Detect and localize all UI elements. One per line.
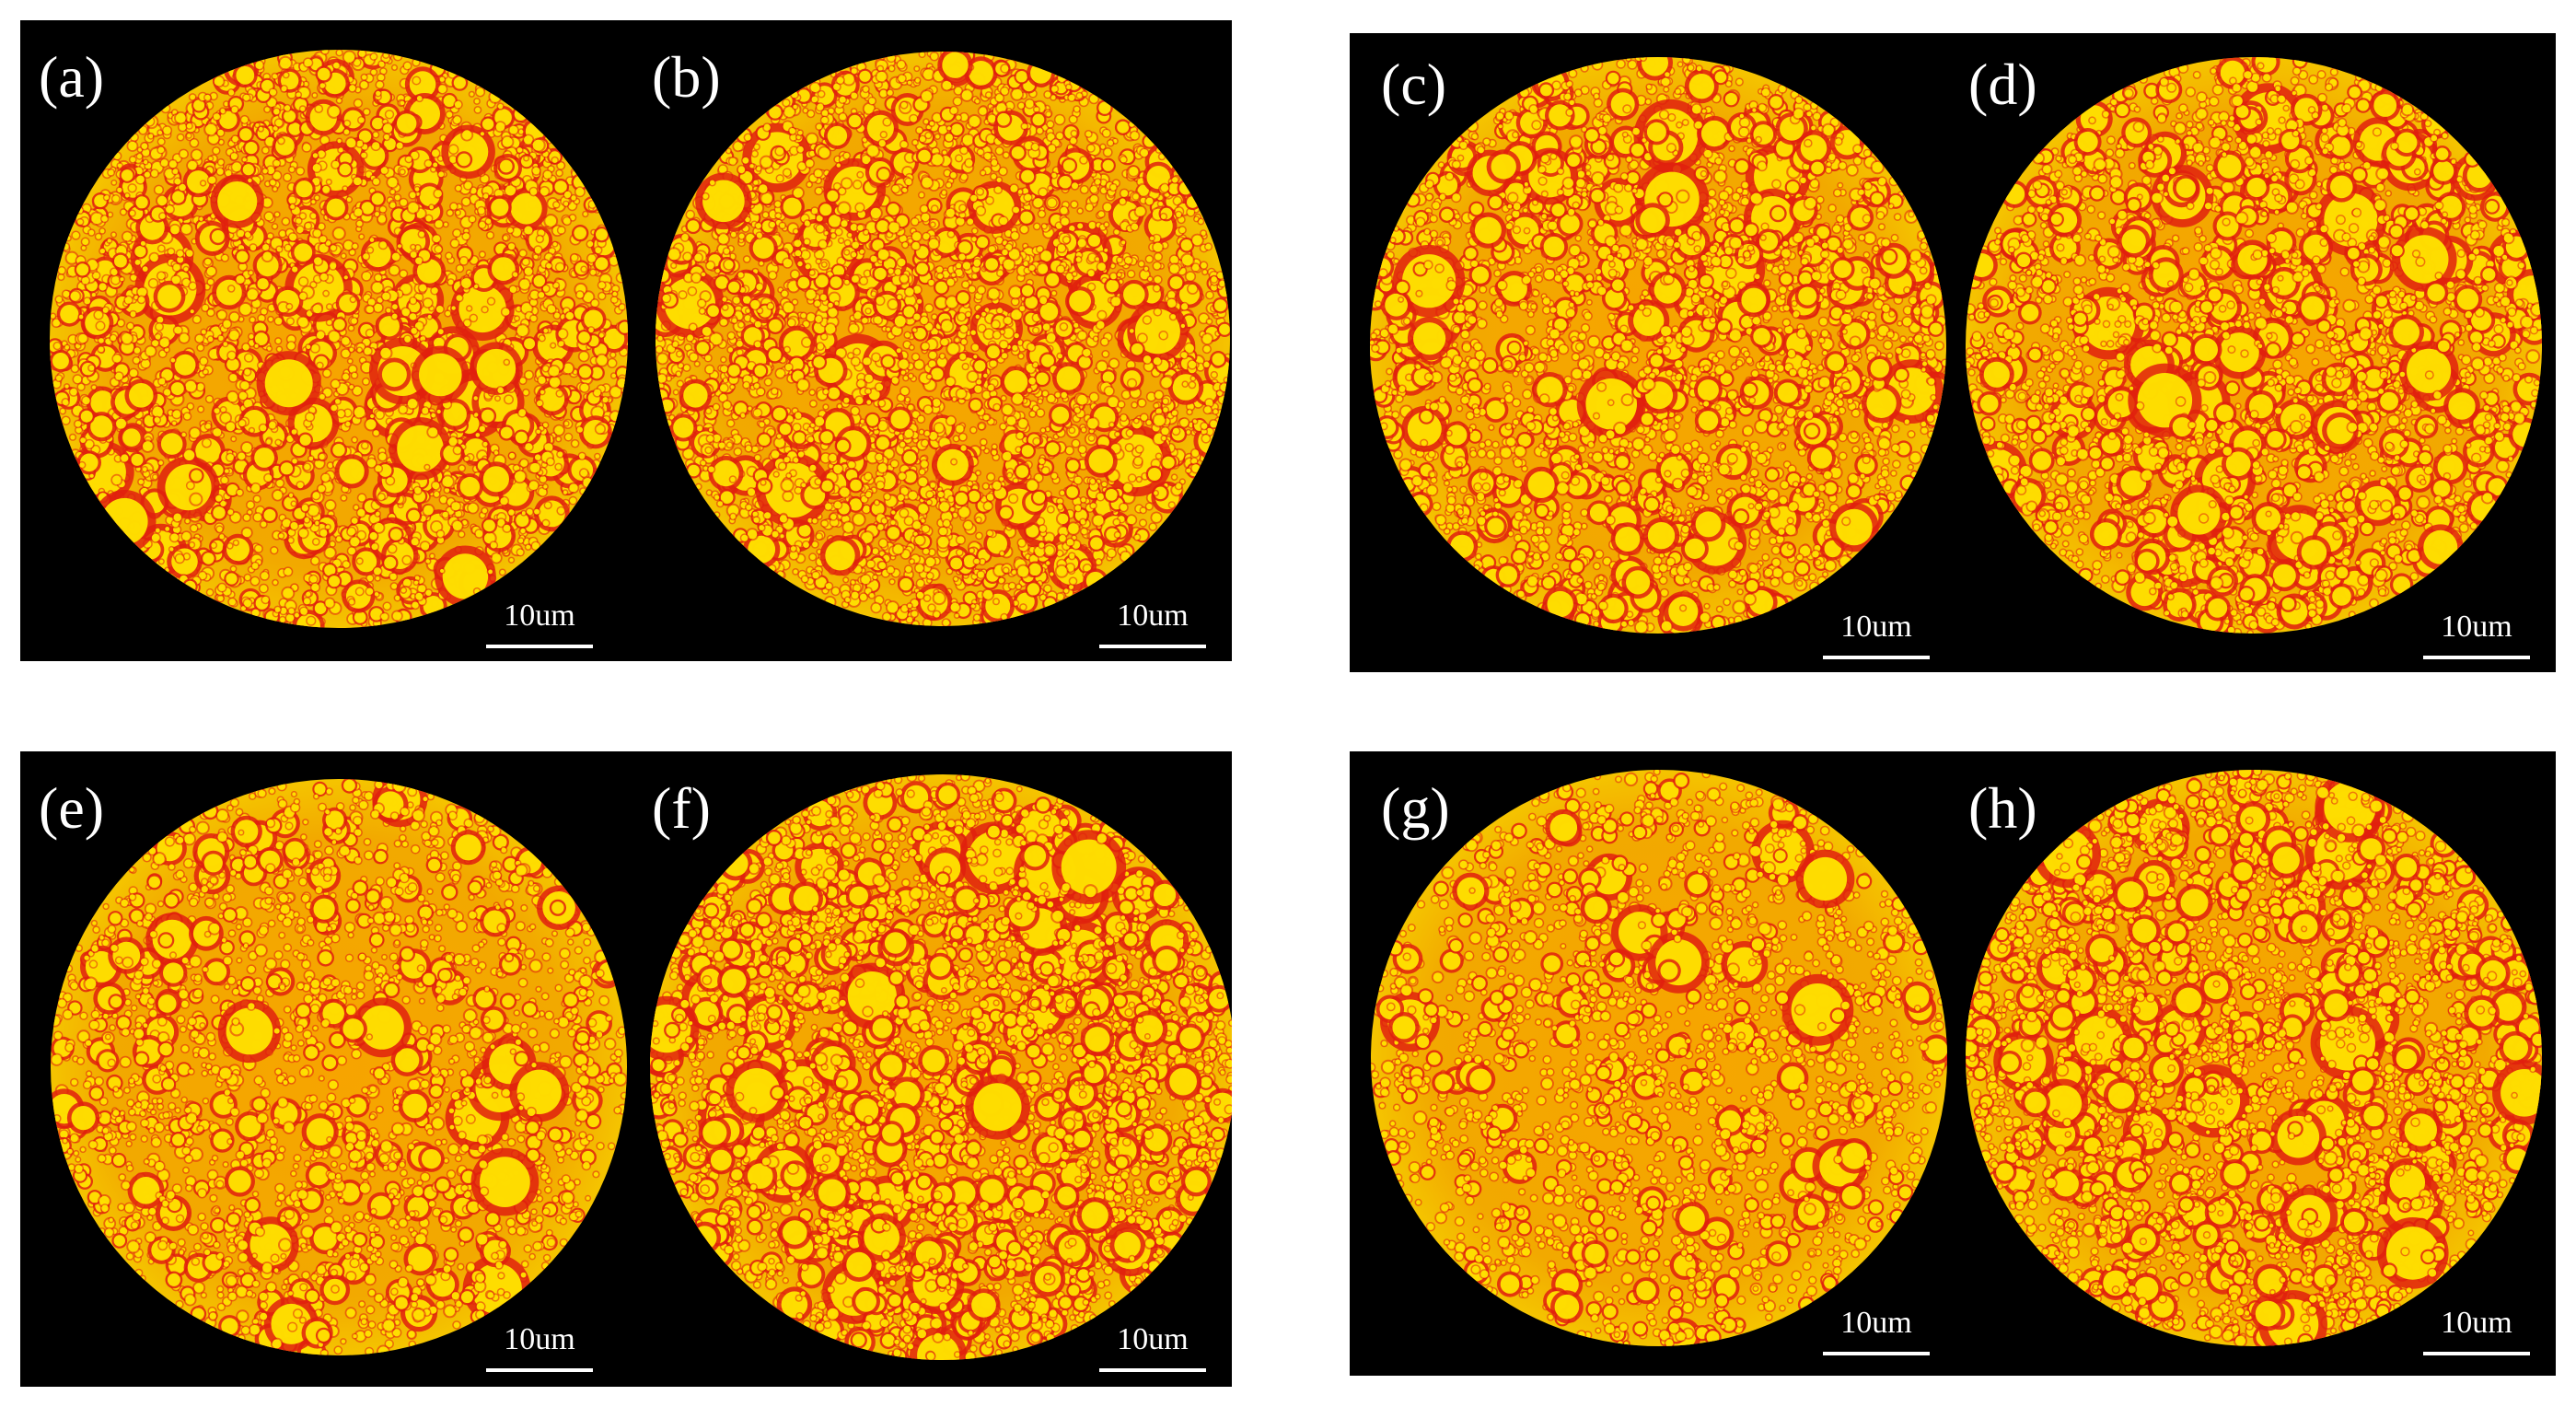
micrograph-group-ab: (a) (b) 10um 10um xyxy=(20,20,1232,661)
panel-label-g: (g) xyxy=(1381,779,1450,838)
micrograph-group-cd: (c) (d) 10um 10um xyxy=(1350,33,2556,672)
micrograph-group-gh: (g) (h) 10um 10um xyxy=(1350,751,2556,1376)
scale-bar-f: 10um xyxy=(1099,1324,1206,1378)
scale-bar-label-c: 10um xyxy=(1823,611,1930,643)
scale-bar-line-e xyxy=(486,1368,593,1372)
droplets-a xyxy=(50,50,628,628)
scale-bar-e: 10um xyxy=(486,1324,593,1378)
scale-bar-line-h xyxy=(2423,1352,2530,1355)
scale-bar-a: 10um xyxy=(486,600,593,654)
panel-label-a: (a) xyxy=(39,48,104,107)
scale-bar-label-a: 10um xyxy=(486,600,593,632)
scale-bar-line-d xyxy=(2423,656,2530,659)
scale-bar-g: 10um xyxy=(1823,1308,1930,1361)
panel-label-c: (c) xyxy=(1381,55,1446,114)
scale-bar-line-g xyxy=(1823,1352,1930,1355)
scale-bar-h: 10um xyxy=(2423,1308,2530,1361)
micrograph-canvas-cd xyxy=(1370,57,2542,634)
scale-bar-line-f xyxy=(1099,1368,1206,1372)
scale-bar-b: 10um xyxy=(1099,600,1206,654)
droplets-c xyxy=(1370,57,1946,634)
scale-bar-line-b xyxy=(1099,645,1206,648)
scale-bar-label-g: 10um xyxy=(1823,1308,1930,1339)
panel-label-b: (b) xyxy=(652,48,721,107)
scale-bar-line-a xyxy=(486,645,593,648)
scale-bar-label-b: 10um xyxy=(1099,600,1206,632)
panel-label-d: (d) xyxy=(1968,55,2037,114)
scale-bar-c: 10um xyxy=(1823,611,1930,665)
scale-bar-d: 10um xyxy=(2423,611,2530,665)
droplets-f xyxy=(650,774,1232,1360)
scale-bar-label-d: 10um xyxy=(2423,611,2530,643)
droplets-d xyxy=(1966,57,2542,634)
panel-label-h: (h) xyxy=(1968,779,2037,838)
scale-bar-label-h: 10um xyxy=(2423,1308,2530,1339)
micrograph-canvas-ab xyxy=(50,50,1230,628)
droplets-h xyxy=(1966,770,2542,1346)
scale-bar-label-e: 10um xyxy=(486,1324,593,1355)
micrograph-canvas-gh xyxy=(1371,770,2542,1346)
micrograph-canvas-ef xyxy=(51,774,1232,1360)
scale-bar-label-f: 10um xyxy=(1099,1324,1206,1355)
droplets-b xyxy=(656,52,1230,626)
panel-label-f: (f) xyxy=(652,779,711,838)
droplets-e xyxy=(51,779,627,1355)
scale-bar-line-c xyxy=(1823,656,1930,659)
micrograph-group-ef: (e) (f) 10um 10um xyxy=(20,751,1232,1387)
panel-label-e: (e) xyxy=(39,779,104,838)
